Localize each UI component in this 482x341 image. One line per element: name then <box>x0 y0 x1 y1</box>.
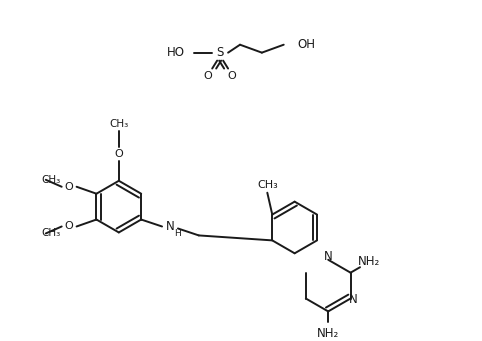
Text: NH₂: NH₂ <box>317 327 339 340</box>
Text: CH₃: CH₃ <box>109 119 128 129</box>
Text: CH₃: CH₃ <box>42 228 61 238</box>
Text: NH₂: NH₂ <box>358 255 381 268</box>
Text: S: S <box>216 46 224 59</box>
Text: CH₃: CH₃ <box>257 180 278 190</box>
Text: H: H <box>174 229 181 238</box>
Text: O: O <box>64 222 73 232</box>
Text: O: O <box>64 182 73 192</box>
Text: CH₃: CH₃ <box>42 175 61 185</box>
Text: N: N <box>324 250 333 263</box>
Text: O: O <box>228 72 237 81</box>
Text: N: N <box>349 294 358 307</box>
Text: O: O <box>114 149 123 159</box>
Text: HO: HO <box>166 46 185 59</box>
Text: N: N <box>166 220 175 233</box>
Text: OH: OH <box>297 38 316 51</box>
Text: O: O <box>204 72 213 81</box>
